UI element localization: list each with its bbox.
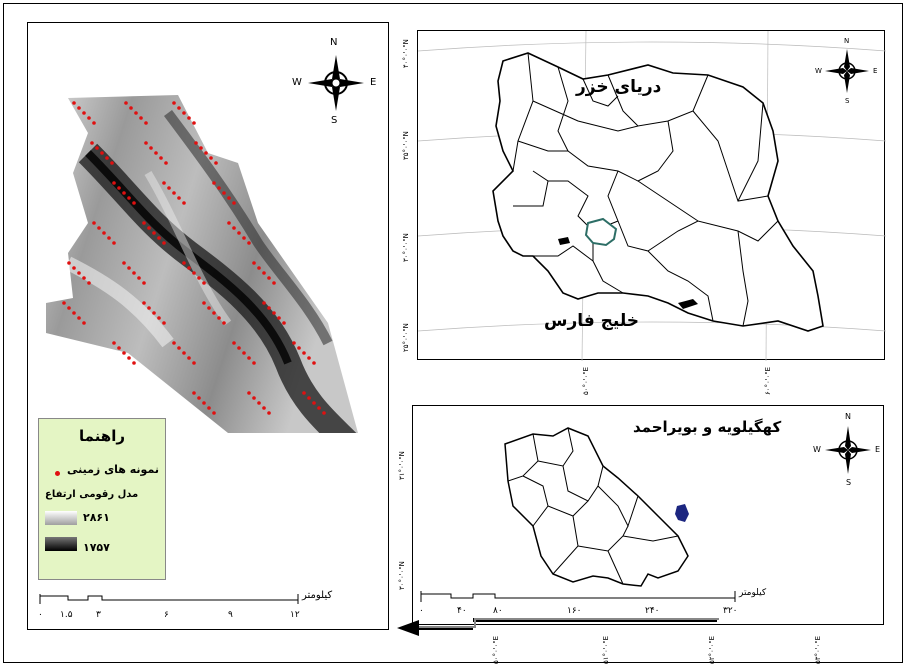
iran-lon-label: ۶۰°۰'۰"E: [764, 366, 772, 395]
province-scale-bar: کیلومتر ۰ ۴۰ ۸۰ ۱۶۰ ۲۴۰ ۳۲۰: [417, 586, 837, 622]
province-outline: [504, 427, 689, 587]
sample-point-symbol-icon: [55, 471, 60, 476]
caspian-sea-label: دریای خزر: [576, 77, 662, 97]
compass-s: S: [845, 97, 850, 105]
province-scale-tick: ۱۶۰: [567, 606, 582, 616]
province-boundaries: [512, 52, 779, 327]
iran-lat-label: ۳۰°۰'۰"N: [402, 233, 410, 262]
province-lon-label: ۵۱°۰'۰"E: [602, 635, 610, 664]
compass-e: E: [873, 67, 878, 75]
iran-map-panel: N S W E دریای خزر خلیج فارس: [417, 30, 886, 361]
county-boundaries: [507, 427, 679, 585]
province-scale-unit: کیلومتر: [739, 588, 767, 598]
iran-lon-label: ۵۰°۰'۰"E: [582, 366, 590, 395]
legend-points-label: نمونه های زمینی: [67, 463, 159, 476]
province-lon-label: ۵۲°۰'۰"E: [708, 635, 716, 664]
compass-e: E: [370, 77, 377, 88]
compass-n: N: [845, 412, 851, 421]
compass-w: W: [813, 445, 821, 454]
left-scale-tick: ۱.۵: [60, 610, 73, 620]
left-scale-tick: ۰: [38, 610, 43, 620]
iran-outline: [492, 52, 824, 332]
legend-title: راهنما: [79, 427, 125, 445]
compass-n: N: [330, 37, 338, 48]
compass-s: S: [331, 115, 338, 126]
legend-box: راهنما نمونه های زمینی مدل رقومی ارتفاع …: [38, 418, 166, 580]
province-north-arrow-icon: N S W E: [813, 412, 883, 488]
map-frame: [3, 3, 903, 663]
left-scale-tick: ۹: [228, 610, 233, 620]
legend-high-value: ۲۸۶۱: [83, 511, 110, 524]
iran-lat-label: ۳۵°۰'۰"N: [402, 131, 410, 160]
compass-e: E: [875, 445, 881, 454]
dem-raster: [28, 23, 390, 463]
province-scale-tick: ۴۰: [457, 606, 467, 616]
persian-gulf-label: خلیج فارس: [544, 311, 640, 331]
legend-low-value: ۱۷۵۷: [83, 541, 110, 554]
left-scale-tick: ۶: [164, 610, 169, 620]
dem-low-swatch: [45, 537, 77, 551]
iran-lat-label: ۴۰°۰'۰"N: [402, 39, 410, 68]
compass-n: N: [844, 37, 850, 45]
compass-w: W: [815, 67, 822, 75]
dem-high-swatch: [45, 511, 77, 525]
left-scale-unit: کیلومتر: [302, 590, 333, 601]
province-map-panel: کهگیلویه و بویراحمد N S W E کیلومتر ۰ ۴۰…: [412, 405, 884, 625]
left-scale-tick: ۱۲: [290, 610, 300, 620]
province-lat-label: ۳۰°۰'۰"N: [398, 561, 406, 590]
province-scale-tick: ۳۲۰: [723, 606, 738, 616]
north-arrow-icon: N S W E: [290, 37, 382, 129]
province-scale-tick: ۲۴۰: [645, 606, 660, 616]
iran-lat-label: ۲۵°۰'۰"N: [402, 323, 410, 352]
compass-s: S: [846, 478, 852, 487]
kohgiluyeh-boyer-ahmad-highlight: [584, 217, 618, 247]
study-area-location: [675, 504, 689, 522]
province-lon-label: ۵۰°۰'۰"E: [492, 635, 500, 664]
province-lon-label: ۵۳°۰'۰"E: [814, 635, 822, 664]
legend-dem-label: مدل رقومی ارتفاع: [45, 489, 139, 500]
study-area-map-panel: N S W E: [27, 22, 389, 630]
left-scale-tick: ۳: [96, 610, 101, 620]
province-lat-label: ۳۱°۰'۰"N: [398, 451, 406, 480]
compass-w: W: [292, 77, 302, 88]
province-scale-tick: ۰: [419, 606, 424, 616]
province-title: کهگیلویه و بویراحمد: [633, 418, 782, 436]
location-connector-arrow-icon: [395, 610, 725, 640]
province-scale-tick: ۸۰: [493, 606, 503, 616]
left-scale-bar: کیلومتر ۰ ۱.۵ ۳ ۶ ۹ ۱۲: [38, 588, 378, 624]
ground-sample-points: [62, 101, 326, 415]
iran-north-arrow-icon: N S W E: [813, 37, 881, 107]
